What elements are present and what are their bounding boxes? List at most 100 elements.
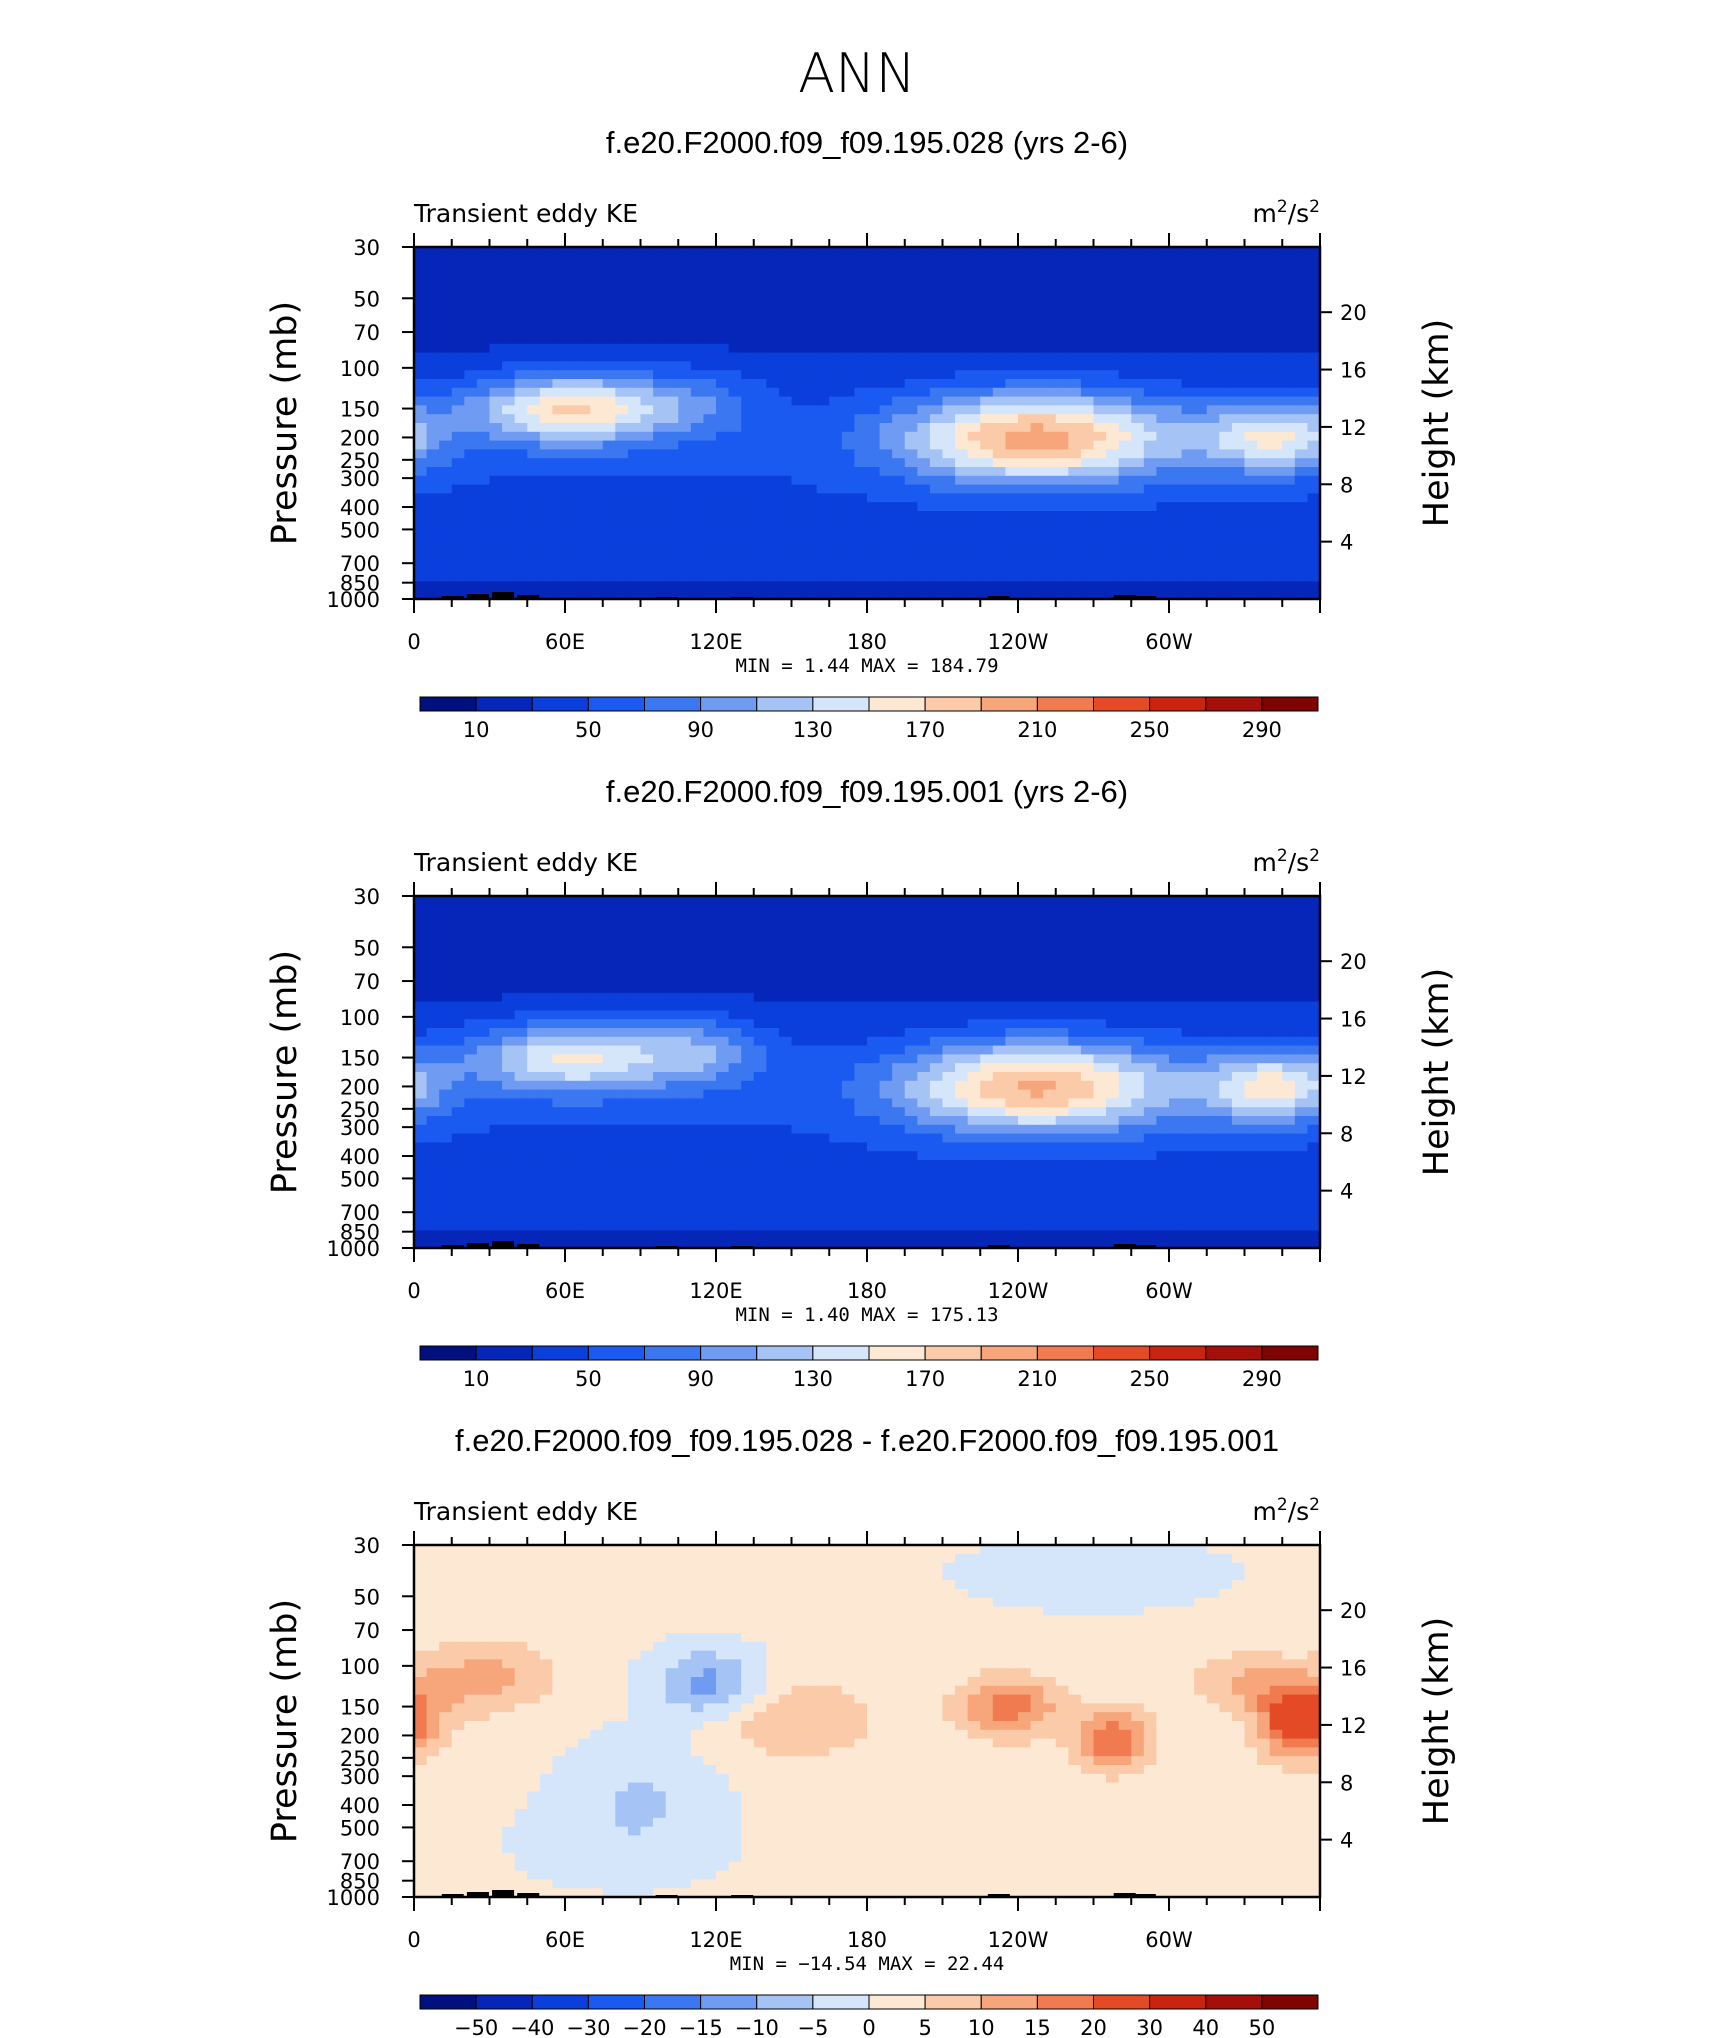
contour-cell — [1181, 449, 1195, 459]
contour-cell — [1169, 984, 1183, 994]
contour-cell — [980, 475, 994, 486]
contour-cell — [1030, 396, 1044, 406]
contour-cell — [942, 1124, 956, 1135]
contour-cell — [539, 940, 554, 950]
contour-cell — [741, 590, 755, 600]
contour-cell — [829, 948, 843, 959]
contour-cell — [1169, 1054, 1183, 1064]
contour-cell — [451, 308, 465, 318]
contour-cell — [1143, 379, 1158, 389]
contour-cell — [1118, 1001, 1132, 1011]
contour-cell — [1118, 546, 1132, 556]
contour-cell — [476, 1028, 491, 1038]
contour-cell — [1231, 555, 1246, 565]
contour-cell — [741, 343, 755, 354]
contour-cell — [1257, 528, 1271, 538]
contour-cell — [917, 940, 931, 950]
contour-cell — [703, 423, 717, 433]
contour-cell — [816, 1080, 830, 1091]
contour-cell — [464, 335, 478, 345]
contour-cell — [426, 423, 440, 433]
contour-cell — [1282, 590, 1296, 600]
contour-cell — [552, 931, 566, 941]
contour-cell — [514, 326, 528, 336]
contour-cell — [1194, 396, 1208, 406]
contour-cell — [778, 370, 793, 380]
contour-cell — [816, 590, 830, 600]
contour-cell — [414, 957, 428, 967]
contour-cell — [703, 904, 717, 915]
contour-cell — [577, 572, 591, 582]
contour-cell — [929, 414, 944, 424]
contour-cell — [854, 590, 868, 600]
contour-cell — [1156, 247, 1170, 257]
contour-cell — [1206, 431, 1220, 442]
contour-cell — [829, 343, 843, 354]
contour-cell — [1030, 247, 1044, 257]
contour-cell — [678, 361, 692, 371]
contour-cell — [1231, 396, 1246, 406]
contour-cell — [1055, 467, 1069, 477]
contour-cell — [1307, 992, 1321, 1003]
contour-cell — [502, 572, 516, 582]
contour-cell — [1206, 581, 1220, 591]
contour-cell — [929, 449, 944, 459]
contour-cell — [1307, 590, 1321, 600]
contour-cell — [1080, 352, 1095, 362]
contour-cell — [1257, 396, 1271, 406]
contour-cell — [502, 449, 516, 459]
contour-cell — [451, 1019, 465, 1029]
contour-cell — [1169, 537, 1183, 547]
contour-cell — [414, 326, 428, 336]
contour-cell — [829, 904, 843, 915]
contour-cell — [955, 537, 969, 547]
contour-cell — [929, 1063, 944, 1073]
contour-cell — [1282, 1045, 1296, 1055]
contour-cell — [829, 931, 843, 941]
contour-cell — [942, 458, 956, 468]
contour-cell — [653, 440, 667, 450]
contour-cell — [980, 379, 994, 389]
contour-cell — [1169, 308, 1183, 318]
contour-cell — [1169, 1098, 1183, 1108]
contour-cell — [1244, 361, 1258, 371]
contour-cell — [1181, 484, 1195, 494]
contour-cell — [728, 317, 742, 327]
contour-cell — [791, 379, 805, 389]
contour-cell — [1181, 1116, 1195, 1126]
contour-cell — [552, 1133, 566, 1143]
contour-cell — [804, 1089, 818, 1099]
contour-cell — [1118, 405, 1132, 415]
contour-cell — [464, 502, 478, 512]
contour-cell — [992, 1124, 1007, 1135]
contour-cell — [514, 511, 528, 521]
contour-cell — [716, 1124, 730, 1135]
contour-cell — [1219, 317, 1233, 327]
contour-cell — [1093, 572, 1107, 582]
contour-cell — [1156, 1010, 1170, 1020]
contour-cell — [565, 282, 579, 292]
contour-cell — [1055, 502, 1069, 512]
contour-cell — [854, 282, 868, 292]
contour-cell — [476, 343, 491, 354]
contour-cell — [577, 537, 591, 547]
contour-cell — [665, 440, 679, 450]
contour-cell — [942, 519, 956, 530]
contour-cell — [703, 405, 717, 415]
contour-cell — [816, 352, 830, 362]
contour-cell — [678, 247, 692, 257]
contour-cell — [627, 352, 642, 362]
contour-cell — [552, 387, 566, 398]
contour-cell — [502, 1045, 516, 1055]
contour-cell — [1231, 405, 1246, 415]
contour-cell — [1156, 475, 1170, 486]
contour-cell — [816, 1107, 830, 1117]
contour-cell — [1156, 1080, 1170, 1091]
contour-cell — [967, 255, 981, 266]
contour-cell — [653, 264, 667, 274]
contour-cell — [1118, 1080, 1132, 1091]
contour-cell — [464, 264, 478, 274]
contour-field — [414, 896, 1321, 1249]
contour-cell — [1257, 493, 1271, 503]
contour-cell — [1143, 1063, 1158, 1073]
